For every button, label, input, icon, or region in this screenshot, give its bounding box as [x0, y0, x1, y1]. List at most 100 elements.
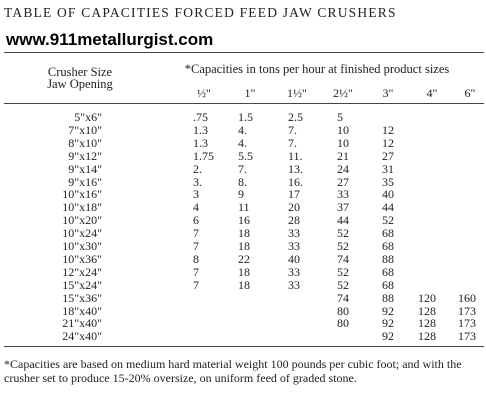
row-label: 10"x24"	[62, 226, 102, 241]
cell: 1.3	[193, 135, 208, 150]
cell: 7.	[288, 135, 297, 150]
cell: 92	[382, 329, 394, 344]
cell: 52	[382, 213, 394, 228]
row-label: 21"x40"	[62, 316, 102, 331]
cell: 18	[238, 277, 250, 292]
row-label: 15"x24"	[62, 277, 102, 292]
cell: 7.	[288, 122, 297, 137]
group-header: *Capacities in tons per hour at finished…	[184, 62, 450, 76]
cell: 3	[193, 187, 199, 202]
cell: 20	[288, 200, 300, 215]
cell: 1.75	[193, 148, 214, 163]
row-label: 15"x36"	[62, 290, 102, 305]
cell: 27	[382, 148, 394, 163]
column-header: ½"	[197, 86, 211, 100]
cell: 28	[288, 213, 300, 228]
cell: 2.5	[288, 110, 303, 124]
cell: 128	[418, 329, 436, 344]
cell: 7	[193, 277, 199, 292]
cell: 16	[238, 213, 250, 228]
cell: 18	[238, 226, 250, 241]
cell: 160	[458, 290, 476, 305]
cell: 11	[238, 200, 250, 215]
cell: 128	[418, 303, 436, 318]
cell: 12	[382, 135, 394, 150]
row-label: 8"x10"	[68, 135, 102, 150]
footnote: *Capacities are based on medium hard mat…	[4, 357, 462, 385]
cell: 7	[193, 239, 199, 253]
cell: 4.	[238, 122, 247, 137]
rule	[4, 103, 484, 104]
row-label: 10"x18"	[62, 200, 102, 215]
cell: 10	[337, 122, 349, 137]
cell: 3.	[193, 174, 202, 189]
row-header: Crusher Size	[47, 65, 113, 79]
cell: 52	[337, 264, 349, 279]
cell: 6	[193, 213, 199, 228]
cell: 44	[382, 200, 394, 215]
cell: 128	[418, 316, 436, 331]
cell: 1.3	[193, 122, 208, 137]
cell: 12	[382, 122, 394, 137]
cell: .75	[193, 110, 208, 124]
cell: 120	[418, 290, 436, 305]
cell: 88	[382, 251, 394, 266]
row-label: 9"x14"	[68, 161, 102, 176]
rule	[4, 52, 484, 53]
cell: 10	[337, 135, 349, 150]
cell: 7	[193, 264, 199, 279]
cell: 9	[238, 187, 244, 202]
cell: 74	[337, 290, 349, 305]
cell: 173	[458, 303, 476, 318]
cell: 68	[382, 226, 394, 241]
row-label: 10"x16"	[62, 187, 102, 202]
cell: 1.5	[238, 110, 253, 124]
row-label: 12"x24"	[62, 264, 102, 279]
cell: 22	[238, 251, 250, 266]
cell: 5	[337, 110, 343, 124]
row-label: 10"x20"	[62, 213, 102, 228]
cell: 74	[337, 251, 349, 266]
cell: 21	[337, 148, 349, 163]
cell: 92	[382, 303, 394, 318]
cell: 31	[382, 161, 394, 176]
cell: 68	[382, 239, 394, 253]
cell: 13.	[288, 161, 303, 176]
column-header: 3"	[382, 86, 394, 100]
cell: 7.	[238, 161, 247, 176]
cell: 7	[193, 226, 199, 241]
cell: 8.	[238, 174, 247, 189]
cell: 88	[382, 290, 394, 305]
cell: 52	[337, 239, 349, 253]
cell: 173	[458, 316, 476, 331]
cell: 33	[288, 226, 300, 241]
cell: 173	[458, 329, 476, 344]
row-header: Jaw Opening	[47, 77, 113, 91]
cell: 5.5	[238, 148, 253, 163]
rule	[4, 346, 484, 347]
cell: 24	[337, 161, 349, 176]
cell: 80	[337, 316, 349, 331]
cell: 33	[337, 187, 349, 202]
row-label: 18"x40"	[62, 303, 102, 318]
column-header: 2½"	[333, 86, 353, 100]
cell: 4.	[238, 135, 247, 150]
column-header: 6"	[464, 86, 476, 100]
cell: 33	[288, 239, 300, 253]
row-label: 10"x36"	[62, 251, 102, 266]
watermark: www.911metallurgist.com	[6, 30, 214, 49]
cell: 68	[382, 277, 394, 292]
cell: 35	[382, 174, 394, 189]
row-label: 5"x6"	[74, 110, 102, 124]
row-label: 10"x30"	[62, 239, 102, 253]
cell: 37	[337, 200, 349, 215]
cell: 52	[337, 277, 349, 292]
cell: 27	[337, 174, 349, 189]
cell: 11.	[288, 148, 303, 163]
cell: 17	[288, 187, 300, 202]
cell: 33	[288, 264, 300, 279]
cell: 2.	[193, 161, 202, 176]
cell: 68	[382, 264, 394, 279]
cell: 40	[288, 251, 300, 266]
row-label: 24"x40"	[62, 329, 102, 344]
